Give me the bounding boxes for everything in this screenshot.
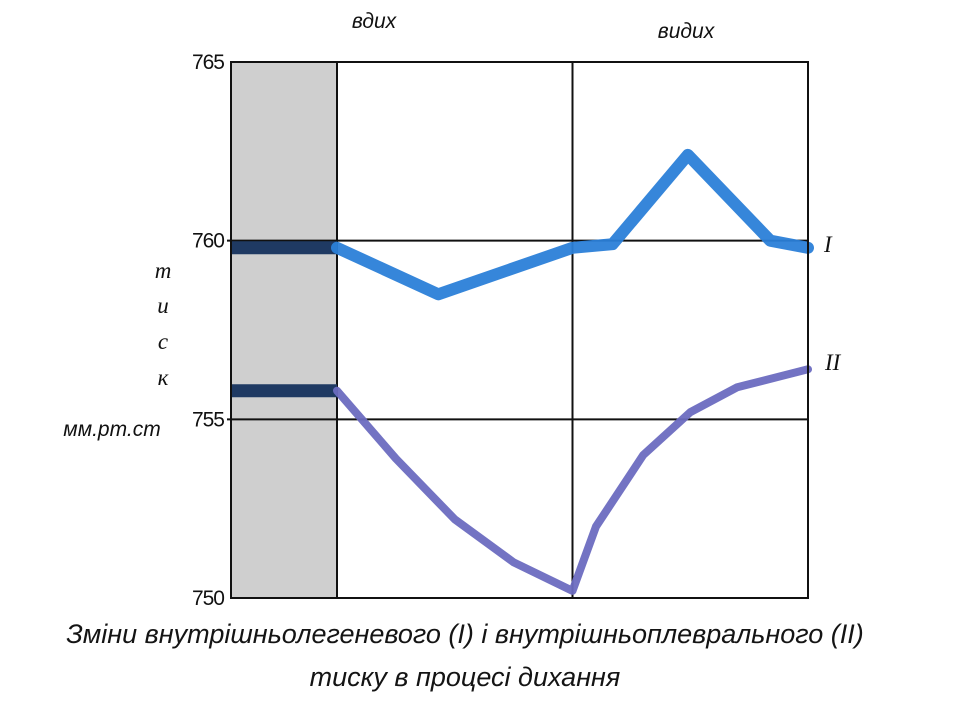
grid [227,62,808,598]
y-label-letter-1: т [155,258,172,283]
chart-frame [230,61,809,599]
baseline-shaded-band [231,62,337,598]
y-label-letter-4: к [158,365,169,390]
series-label-ii: II [824,350,842,375]
series-line-ii [333,365,812,595]
plot-border [230,61,809,599]
pressure-chart: вдих видих 765 760 755 750 т и с к мм.рт.ст… [63,10,842,610]
series-layer [231,148,814,595]
figure-caption-line-1: Зміни внутрішньолегеневого (I) і внутріш… [66,619,864,649]
y-tick-750: 750 [192,587,224,610]
y-tick-765: 765 [192,51,224,74]
series-label-i: I [823,232,833,257]
series-line-i [331,148,814,301]
y-tick-755: 755 [192,408,224,431]
y-tick-760: 760 [192,230,224,253]
figure-caption-line-2: тиску в процесі дихання [309,662,621,692]
y-tick-labels: 765 760 755 750 [192,51,225,610]
y-label-letter-2: и [157,293,169,318]
y-label-letter-3: с [158,329,168,354]
y-label-unit: мм.рт.ст [63,418,160,441]
phase-label-inhale: вдих [352,10,398,33]
phase-label-exhale: видих [658,20,716,43]
